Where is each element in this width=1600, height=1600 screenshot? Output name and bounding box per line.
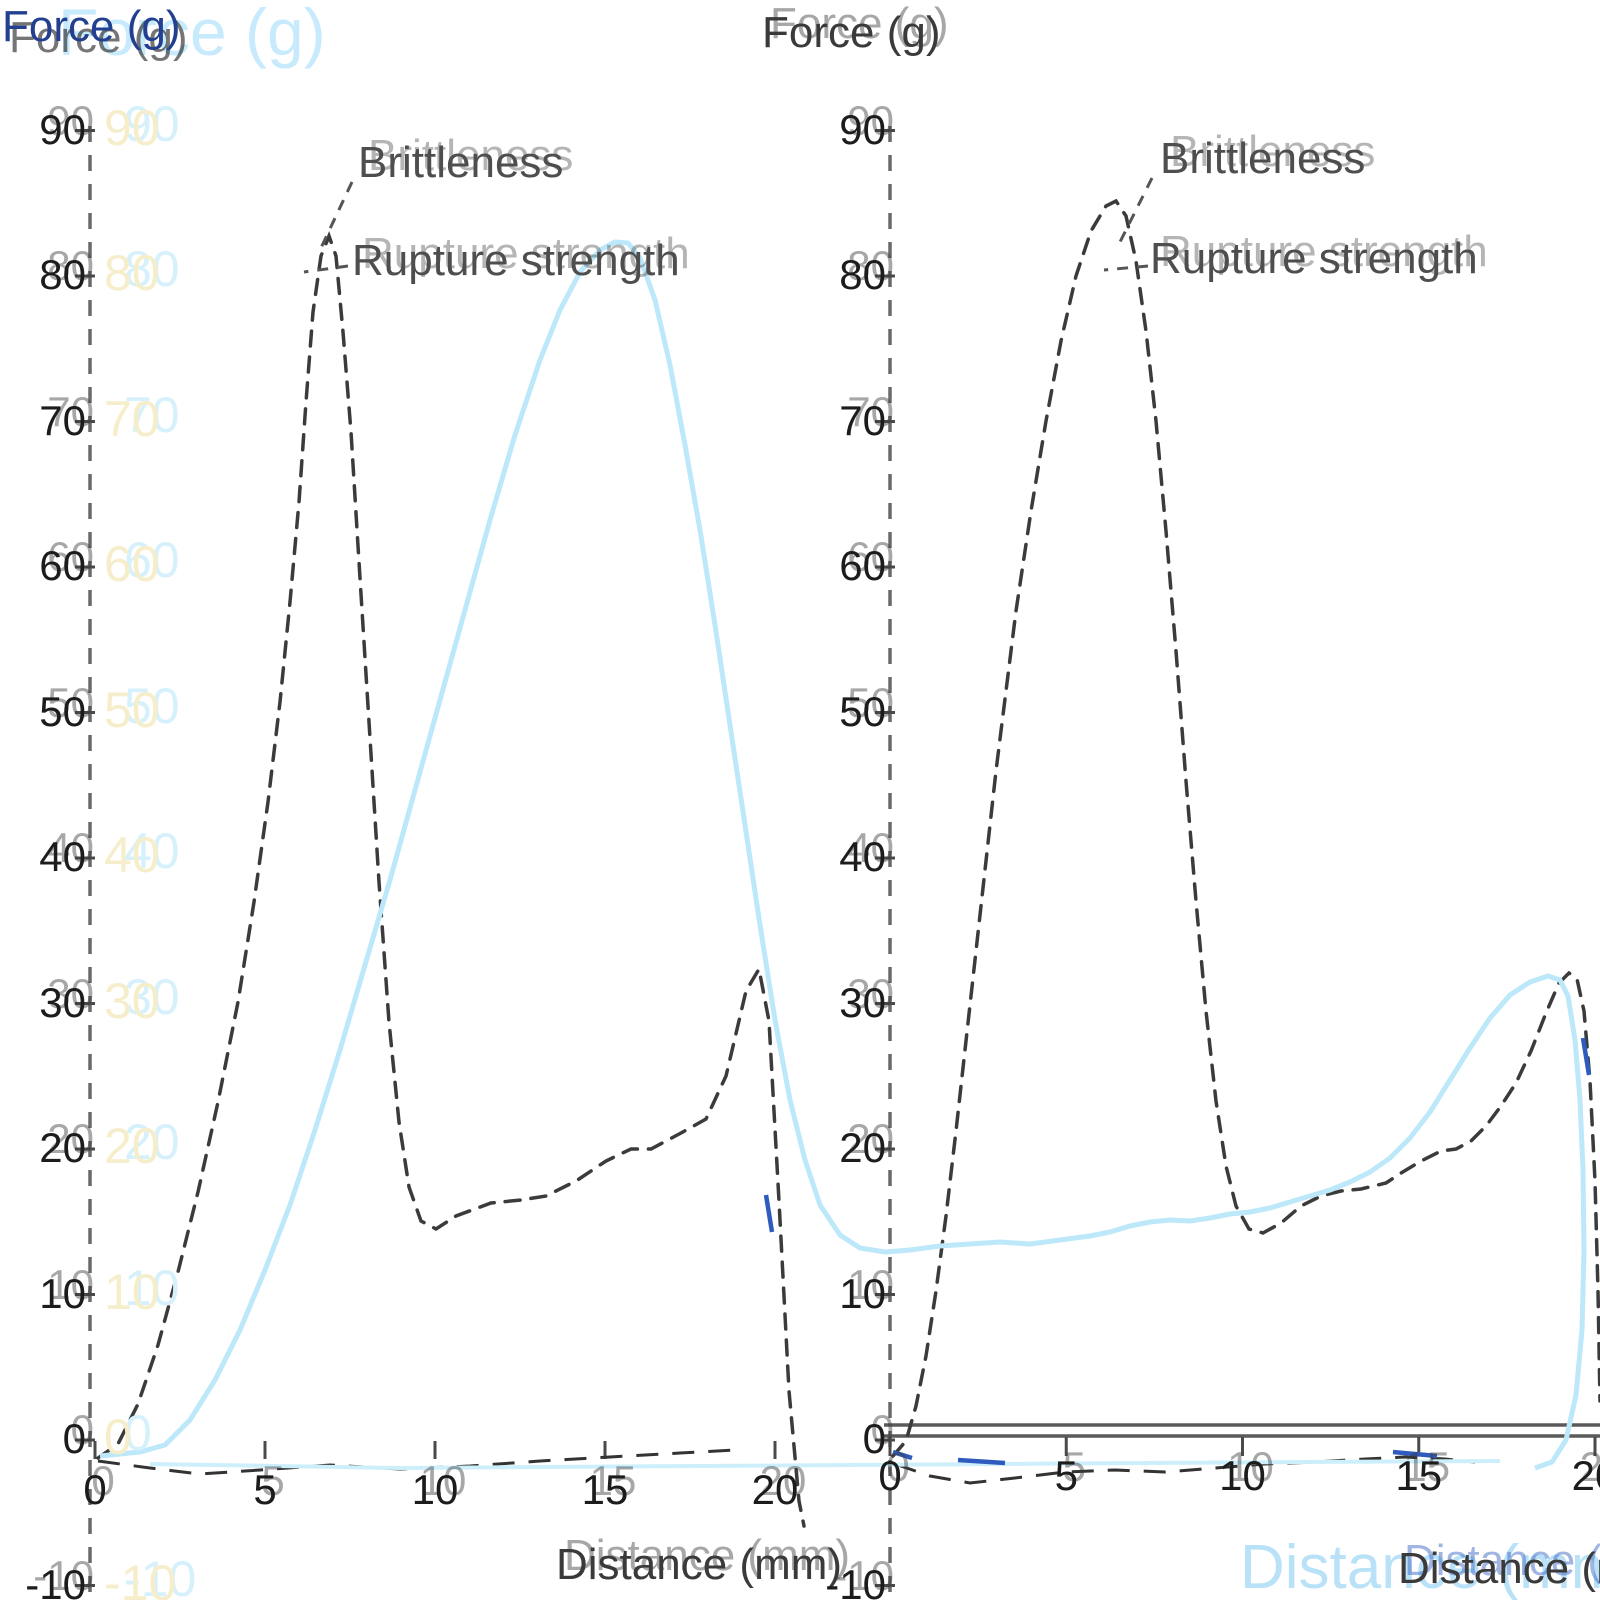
right-x-axis-label: Distance (mm)	[1398, 1544, 1600, 1593]
right-y-tick-label: 90	[839, 105, 886, 153]
left-y-tick-label: 60	[39, 542, 86, 589]
right-x-tick-label: 15	[1395, 1452, 1443, 1499]
left-y-tick-label: 50	[39, 687, 86, 735]
ghost-x-axis-label: Distance (mm)	[1240, 1533, 1600, 1600]
right-brittleness-annotation: Brittleness	[1160, 134, 1366, 183]
left-rupture-strength-annotation: Rupture strength	[352, 236, 680, 285]
left-y-tick-label: 10	[39, 1269, 86, 1317]
annotation-leader-line	[1118, 177, 1154, 243]
blue-curve-fragment	[892, 1449, 913, 1461]
left-x-tick-label: 5	[253, 1466, 277, 1513]
curve-5	[149, 1459, 1501, 1471]
right-y-tick-label: 10	[839, 1269, 886, 1317]
left-y-tick-label: 30	[39, 978, 86, 1026]
y-tick-ghost-label: 40	[104, 827, 160, 883]
right-y-tick-label: -10	[825, 1560, 886, 1600]
left-x-tick-label: 0	[83, 1466, 107, 1513]
right-y-tick-label: 60	[839, 542, 886, 589]
y-tick-ghost-label: 90	[104, 99, 160, 156]
left-y-tick-label: 90	[39, 105, 86, 153]
y-tick-ghost-label: -10	[104, 1554, 177, 1600]
curve-2	[891, 198, 1600, 1458]
left-x-tick-label: 20	[751, 1466, 799, 1513]
curve-4	[99, 239, 1587, 1471]
right-y-tick-label: 30	[839, 978, 886, 1026]
right-y-axis-title: Force (g)	[762, 8, 941, 57]
annotation-leader-line	[318, 181, 354, 251]
left-y-tick-label: -10	[25, 1560, 86, 1600]
left-y-tick-label: 70	[39, 396, 86, 444]
blue-curve-fragment	[957, 1457, 1006, 1466]
left-y-tick-label: 80	[39, 251, 86, 298]
blue-curve-fragment	[1392, 1449, 1438, 1459]
right-rupture-strength-annotation: Rupture strength	[1150, 234, 1478, 283]
right-x-tick-label: 20	[1571, 1452, 1600, 1499]
right-y-tick-label: 50	[839, 687, 886, 735]
curve-0	[96, 231, 806, 1528]
blue-curve-fragment	[1580, 1037, 1592, 1076]
annotation-leader-line	[303, 264, 349, 274]
ghost-y-axis-title: Force (g)	[58, 0, 326, 69]
y-tick-ghost-label: 0	[104, 1409, 132, 1465]
right-x-tick-label: 0	[878, 1452, 902, 1499]
y-tick-ghost-label: 80	[104, 245, 160, 301]
right-y-tick-label: 70	[839, 396, 886, 444]
y-tick-ghost-label: 20	[104, 1118, 160, 1174]
annotation-leader-line	[1103, 264, 1149, 272]
blue-curve-fragment	[763, 1194, 775, 1233]
y-tick-ghost-label: 60	[104, 536, 160, 592]
right-y-tick-label: 0	[862, 1415, 886, 1462]
left-y-axis-title: Force (g)	[2, 2, 181, 51]
curve-3	[894, 1455, 1476, 1485]
left-y-tick-label: 20	[39, 1124, 86, 1171]
y-tick-ghost-label: 70	[104, 390, 160, 447]
left-x-tick-label: 15	[581, 1466, 629, 1513]
left-x-axis-label: Distance (mm)	[556, 1540, 843, 1589]
right-y-tick-label: 40	[839, 833, 886, 880]
left-y-tick-label: 40	[39, 833, 86, 880]
left-y-tick-label: 0	[62, 1415, 86, 1462]
y-tick-ghost-label: 30	[104, 972, 160, 1029]
right-x-tick-label: 10	[1219, 1452, 1266, 1499]
right-y-tick-label: 20	[839, 1124, 886, 1171]
y-tick-ghost-label: 10	[104, 1263, 160, 1320]
y-tick-ghost-label: 50	[104, 681, 160, 738]
right-x-tick-label: 5	[1054, 1452, 1078, 1499]
left-brittleness-annotation: Brittleness	[358, 138, 564, 187]
left-x-tick-label: 10	[411, 1466, 459, 1513]
right-y-tick-label: 80	[839, 251, 886, 298]
